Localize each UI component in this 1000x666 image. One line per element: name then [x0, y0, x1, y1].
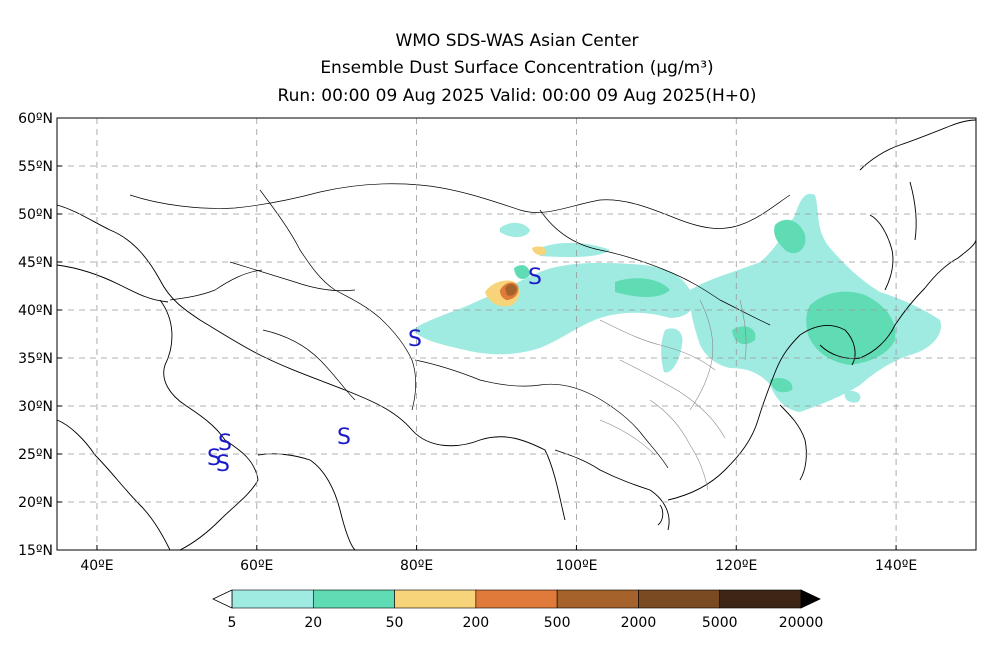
lon-tick-label: 80ºE — [400, 558, 433, 574]
colorbar-level-label: 2000 — [620, 615, 657, 631]
dust-plume-level-2 — [514, 265, 530, 280]
station-marker: S — [337, 425, 351, 450]
colorbar-level-label: 5000 — [701, 615, 738, 631]
dust-plume-level-2 — [770, 378, 793, 393]
colorbar-low-arrow — [212, 589, 233, 609]
dust-shading — [412, 193, 941, 412]
axis-ticks: 40ºE 60ºE 80ºE 100ºE 120ºE 140ºE 60ºN 55ºN 50ºN 4… — [18, 111, 917, 574]
dust-plume-level-2 — [615, 278, 670, 297]
dust-plume-level-1 — [500, 222, 530, 238]
lat-tick-label: 30ºN — [18, 399, 53, 415]
colorbar-cell — [719, 589, 802, 609]
lat-lon-grid — [57, 118, 976, 550]
station-marker: S — [408, 327, 422, 352]
coastlines — [56, 119, 977, 551]
dust-plume-level-2 — [774, 219, 806, 254]
country-borders — [129, 183, 791, 469]
dust-plume-level-1 — [661, 328, 683, 373]
station-marker: S — [216, 452, 230, 477]
station-marker: S — [528, 265, 542, 290]
colorbar-cell — [231, 589, 314, 609]
station-marker: S — [207, 446, 221, 471]
colorbar-level-label: 50 — [385, 615, 404, 631]
lat-tick-label: 20ºN — [18, 495, 53, 511]
lat-tick-label: 25ºN — [18, 447, 53, 463]
province-borders — [599, 299, 747, 491]
run-valid-time: Run: 00:00 09 Aug 2025 Valid: 00:00 09 A… — [277, 86, 757, 106]
colorbar-level-label: 20 — [304, 615, 323, 631]
colorbar-level-label: 5 — [227, 615, 237, 631]
colorbar-cell — [475, 589, 558, 609]
lat-tick-label: 45ºN — [18, 255, 53, 271]
colorbar-cell — [638, 589, 721, 609]
lat-tick-label: 50ºN — [18, 207, 53, 223]
colorbar-cell — [556, 589, 639, 609]
lon-tick-label: 100ºE — [555, 558, 597, 574]
map-title: WMO SDS-WAS Asian Center — [395, 31, 639, 51]
lon-tick-label: 40ºE — [80, 558, 113, 574]
lon-tick-label: 120ºE — [715, 558, 757, 574]
colorbar-level-label: 200 — [462, 615, 490, 631]
station-marker: S — [218, 431, 232, 456]
lat-tick-label: 55ºN — [18, 159, 53, 175]
map-frame — [56, 117, 977, 551]
colorbar-cell — [394, 589, 477, 609]
lon-tick-label: 60ºE — [240, 558, 273, 574]
dust-plume-level-1 — [540, 242, 610, 258]
dust-plume-level-5 — [505, 283, 517, 296]
colorbar-level-label: 500 — [543, 615, 571, 631]
dust-plume-level-3 — [532, 246, 547, 256]
lon-tick-label: 140ºE — [875, 558, 917, 574]
dust-plume-level-1 — [844, 390, 861, 403]
map-subtitle: Ensemble Dust Surface Concentration (μg/… — [320, 58, 714, 78]
colorbar-level-label: 20000 — [778, 615, 824, 631]
colorbar-cell — [312, 589, 395, 609]
colorbar-high-arrow — [800, 589, 821, 609]
dust-plume-level-2 — [732, 326, 756, 345]
lat-tick-label: 40ºN — [18, 303, 53, 319]
lat-tick-label: 60ºN — [18, 111, 53, 127]
lat-tick-label: 15ºN — [18, 543, 53, 559]
lat-tick-label: 35ºN — [18, 351, 53, 367]
